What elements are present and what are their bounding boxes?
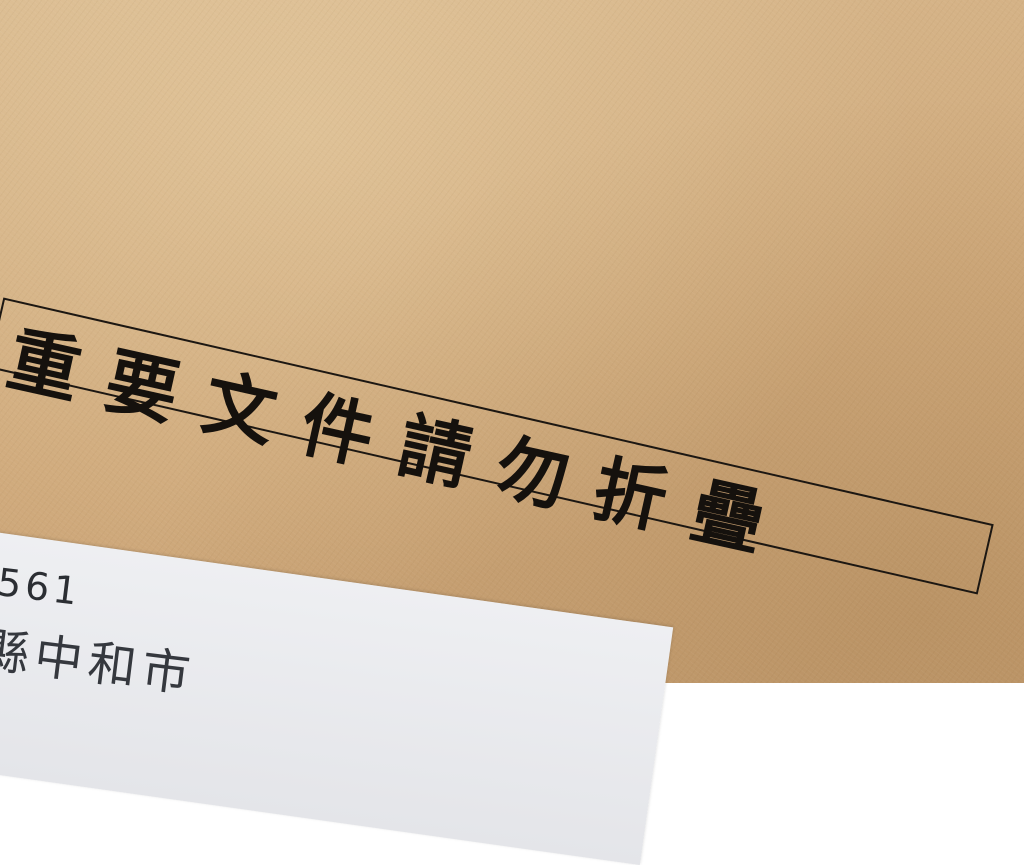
postal-code: 561 [0,560,84,614]
